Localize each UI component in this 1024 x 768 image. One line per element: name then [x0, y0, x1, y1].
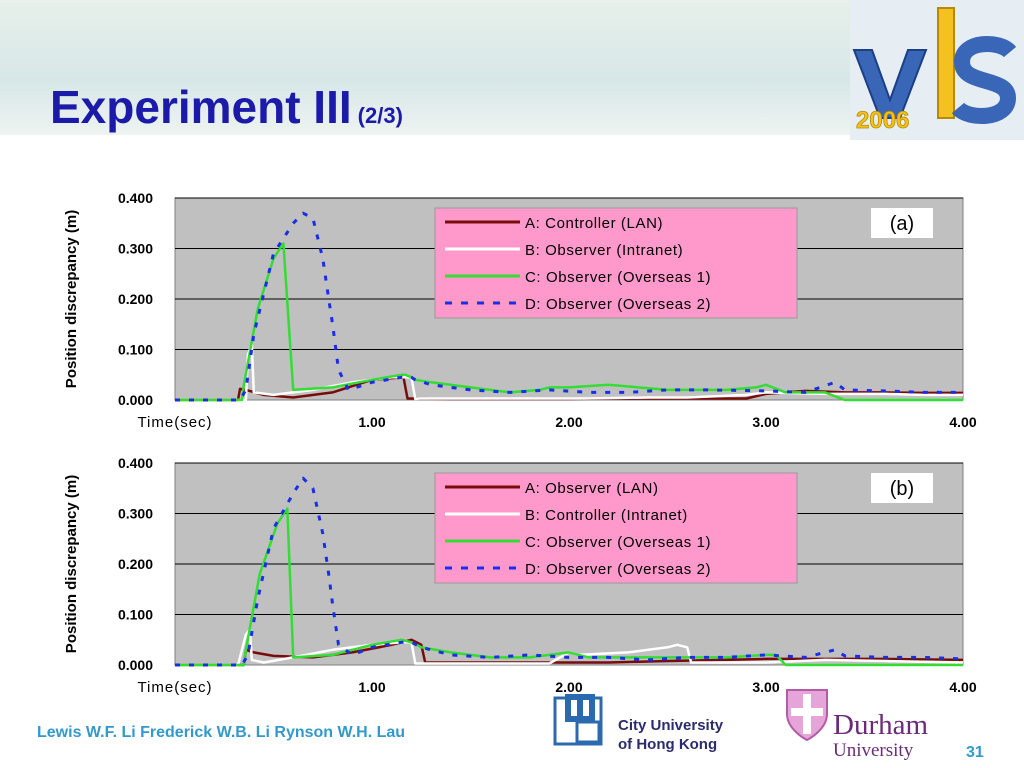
- legend-label: C: Observer (Overseas 1): [525, 534, 711, 551]
- x-tick-label: 3.00: [752, 679, 779, 695]
- cityu-logo: [553, 694, 603, 746]
- y-axis-title: Position discrepancy (m): [63, 475, 80, 653]
- series-line-b: [175, 343, 963, 402]
- legend-label: D: Observer (Overseas 2): [525, 561, 711, 578]
- durham-line2: University: [833, 740, 914, 761]
- cityu-name: City University of Hong Kong: [618, 716, 723, 754]
- legend-label: B: Observer (Intranet): [525, 242, 683, 259]
- chart-b: 0.000 0.100 0.200 0.300 0.400 Time(sec) 1.00 2.…: [0, 445, 1024, 700]
- x-axis-title: Time(sec): [137, 414, 212, 431]
- series-line-d: [175, 211, 963, 402]
- y-tick-label: 0.200: [118, 556, 153, 572]
- logo-year: 2006: [856, 107, 909, 134]
- page-number: 31: [966, 744, 984, 761]
- y-tick-label: 0.400: [118, 455, 153, 471]
- slide-title: Experiment III (2/3): [50, 80, 403, 134]
- legend-label: D: Observer (Overseas 2): [525, 296, 711, 313]
- author-list: Lewis W.F. Li Frederick W.B. Li Rynson W…: [37, 724, 406, 741]
- legend-label: A: Controller (LAN): [525, 215, 663, 232]
- y-tick-label: 0.100: [118, 342, 153, 358]
- y-tick-label: 0.200: [118, 291, 153, 307]
- panel-label-box: [871, 473, 933, 503]
- legend-label: B: Controller (Intranet): [525, 507, 688, 524]
- x-tick-label: 1.00: [358, 679, 385, 695]
- x-tick-label: 2.00: [555, 414, 582, 430]
- chart-b-svg: 0.000 0.100 0.200 0.300 0.400 Time(sec) 1.00 2.…: [63, 455, 977, 696]
- x-tick-label: 4.00: [949, 414, 976, 430]
- cityu-line1: City University: [618, 717, 724, 734]
- panel-label: (a): [890, 213, 914, 235]
- y-tick-label: 0.300: [118, 506, 153, 522]
- series-line-c: [175, 242, 963, 402]
- x-tick-label: 2.00: [555, 679, 582, 695]
- series-line-d: [175, 476, 964, 667]
- panel-label-box: [871, 208, 933, 238]
- y-axis-title: Position discrepancy (m): [63, 210, 80, 388]
- vis-2006-logo: 2006: [850, 0, 1024, 140]
- y-tick-label: 0.000: [118, 657, 153, 673]
- y-tick-label: 0.400: [118, 190, 153, 206]
- legend-label: A: Observer (LAN): [525, 480, 659, 497]
- panel-label: (b): [890, 478, 914, 500]
- x-tick-label: 4.00: [949, 679, 976, 695]
- legend-box: [434, 207, 798, 319]
- y-tick-label: 0.100: [118, 607, 153, 623]
- title-text: Experiment III: [50, 81, 352, 133]
- legend-label: C: Observer (Overseas 1): [525, 269, 711, 286]
- x-axis-title: Time(sec): [137, 679, 212, 696]
- x-tick-label: 3.00: [752, 414, 779, 430]
- durham-crest-icon: [786, 689, 828, 742]
- durham-line1: Durham: [833, 709, 929, 741]
- x-tick-label: 1.00: [358, 414, 385, 430]
- series-line-b: [175, 628, 964, 667]
- title-suffix: (2/3): [357, 103, 403, 128]
- cityu-line2: of Hong Kong: [618, 736, 718, 753]
- y-tick-label: 0.300: [118, 241, 153, 257]
- chart-a-svg: 0.000 0.100 0.200 0.300 0.400 Time(sec) 1.00 2.…: [63, 190, 977, 431]
- y-tick-label: 0.000: [118, 392, 153, 408]
- legend-box: [434, 472, 798, 584]
- durham-name: Durham University: [833, 710, 928, 762]
- chart-a: 0.000 0.100 0.200 0.300 0.400 Time(sec) 1.00 2.…: [0, 180, 1024, 435]
